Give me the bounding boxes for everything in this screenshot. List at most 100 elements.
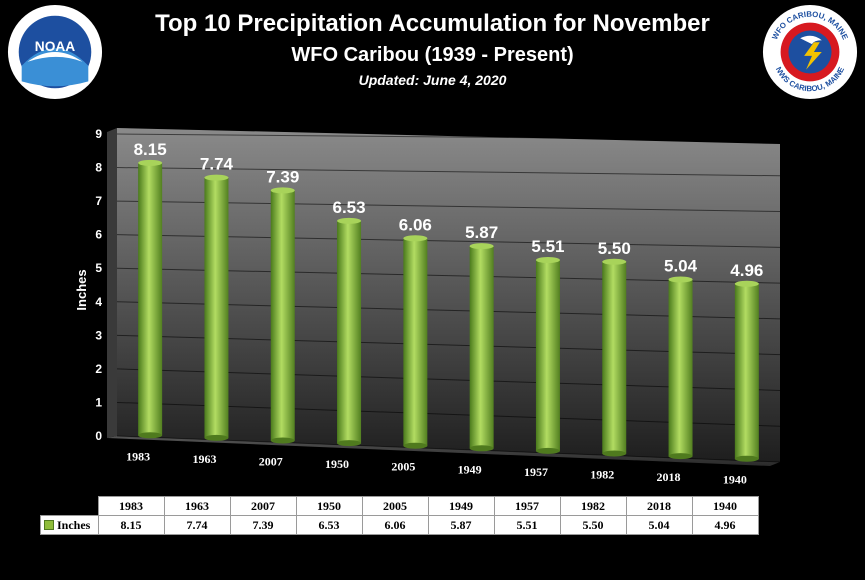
floor xyxy=(107,436,780,466)
data-label: 7.74 xyxy=(200,155,234,174)
y-tick-label: 3 xyxy=(95,328,102,342)
data-table-corner xyxy=(40,496,99,516)
chart-subtitle: WFO Caribou (1939 - Present) xyxy=(291,44,574,66)
data-table-year: 1963 xyxy=(163,496,231,516)
data-label: 4.96 xyxy=(730,261,763,280)
legend-entry: Inches xyxy=(40,515,99,535)
data-table-value: 6.06 xyxy=(361,515,429,535)
bar xyxy=(204,177,229,438)
noaa-logo-text: NOAA xyxy=(35,39,75,54)
grid-line xyxy=(116,435,781,463)
data-table-year: 2018 xyxy=(625,496,693,516)
grid-line xyxy=(116,133,781,141)
data-table-year: 1940 xyxy=(691,496,759,516)
y-tick-label: 4 xyxy=(95,295,102,309)
bar-top xyxy=(204,174,229,181)
bar-base xyxy=(469,445,494,452)
bar-base xyxy=(403,442,428,449)
bar-top xyxy=(270,187,295,194)
nws-logo: WFO CARIBOU, MAINE NWS CARIBOU, MAINE xyxy=(762,4,858,100)
bar-top xyxy=(535,257,560,264)
bar xyxy=(535,260,560,451)
legend-swatch xyxy=(44,519,54,530)
bar-top xyxy=(668,276,693,283)
data-table-value: 4.96 xyxy=(691,515,759,535)
x-tick-label: 1982 xyxy=(590,468,614,482)
data-table-year: 1982 xyxy=(559,496,627,516)
bar-base xyxy=(270,437,295,444)
data-table-value: 7.39 xyxy=(229,515,297,535)
noaa-logo: NOAA xyxy=(7,4,103,100)
chart-title: Top 10 Precipitation Accumulation for No… xyxy=(155,10,710,37)
y-tick-label: 1 xyxy=(95,395,102,409)
side-wall xyxy=(107,128,117,438)
y-tick-label: 6 xyxy=(95,228,102,242)
data-table-year: 1983 xyxy=(97,496,165,516)
bar xyxy=(602,261,627,454)
data-table: 1983 1963 2007 1950 2005 1949 1957 1982 2018 1940… xyxy=(40,496,759,535)
bar xyxy=(668,279,693,457)
y-tick-label: 8 xyxy=(95,161,102,175)
bar xyxy=(469,246,494,449)
x-tick-label: 1940 xyxy=(723,473,747,487)
bar xyxy=(337,220,362,444)
x-tick-label: 2007 xyxy=(259,455,283,469)
data-label: 8.15 xyxy=(134,140,167,159)
bar-base xyxy=(668,453,693,460)
data-table-value: 5.04 xyxy=(625,515,693,535)
y-axis: 0 1 2 3 4 5 6 7 8 9 xyxy=(95,127,102,443)
bar-base xyxy=(337,440,362,447)
bar-series xyxy=(138,159,759,462)
y-axis-label: Inches xyxy=(74,269,89,310)
data-label: 7.39 xyxy=(266,167,299,186)
bar xyxy=(403,238,428,446)
bar-base xyxy=(138,432,163,439)
bar-base xyxy=(734,455,759,462)
data-label: 6.53 xyxy=(333,198,366,217)
data-table-year: 1950 xyxy=(295,496,363,516)
x-tick-label: 1983 xyxy=(126,449,150,463)
bar-top xyxy=(734,280,759,287)
y-tick-label: 5 xyxy=(95,261,102,275)
data-table-value: 5.87 xyxy=(427,515,495,535)
data-label: 5.04 xyxy=(664,256,698,275)
data-labels: 8.15 7.74 7.39 6.53 6.06 5.87 5.51 5.50 5.04 4.96 xyxy=(134,140,764,280)
data-table-year: 2005 xyxy=(361,496,429,516)
data-table-header: 1983 1963 2007 1950 2005 1949 1957 1982 2018 1940 xyxy=(40,496,759,516)
data-table-value: 5.50 xyxy=(559,515,627,535)
data-table-year: 2007 xyxy=(229,496,297,516)
bar-base xyxy=(535,447,560,454)
legend-label: Inches xyxy=(57,517,91,532)
data-label: 5.50 xyxy=(598,239,631,258)
bar-top xyxy=(403,235,428,242)
data-table-year: 1949 xyxy=(427,496,495,516)
bar xyxy=(734,283,759,459)
data-table-value: 8.15 xyxy=(97,515,165,535)
data-label: 5.87 xyxy=(465,223,498,242)
data-label: 5.51 xyxy=(531,237,564,256)
x-tick-label: 1957 xyxy=(524,465,548,479)
bar-base xyxy=(602,450,627,457)
bar-base xyxy=(204,434,229,441)
bar xyxy=(270,190,295,441)
data-table-value: 5.51 xyxy=(493,515,561,535)
bar-top xyxy=(469,243,494,250)
y-tick-label: 2 xyxy=(95,362,102,376)
data-label: 6.06 xyxy=(399,215,432,234)
bar-top xyxy=(337,217,362,224)
x-tick-label: 2018 xyxy=(657,470,681,484)
y-tick-label: 9 xyxy=(95,127,102,141)
data-table-row: Inches 8.15 7.74 7.39 6.53 6.06 5.87 5.51 5.50 5… xyxy=(40,515,759,535)
bar xyxy=(138,162,163,436)
data-table-year: 1957 xyxy=(493,496,561,516)
x-axis: 1983 1963 2007 1950 2005 1949 1957 1982 2018 1940 xyxy=(126,449,747,486)
x-tick-label: 2005 xyxy=(391,460,415,474)
updated-date: Updated: June 4, 2020 xyxy=(358,72,507,88)
x-tick-label: 1963 xyxy=(192,452,216,466)
grid-line xyxy=(116,167,781,177)
y-tick-label: 0 xyxy=(95,429,102,443)
x-tick-label: 1950 xyxy=(325,457,349,471)
bar-top xyxy=(602,258,627,265)
data-table-value: 7.74 xyxy=(163,515,231,535)
